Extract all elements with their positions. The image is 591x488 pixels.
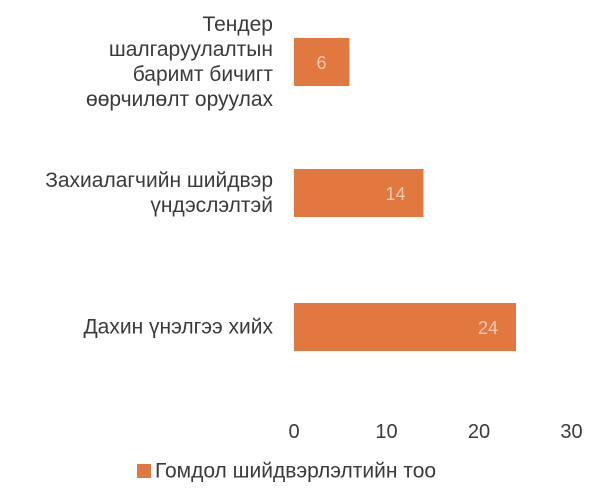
bars: 6 14 24 xyxy=(294,38,516,351)
legend-swatch xyxy=(137,464,151,478)
x-tick-label: 20 xyxy=(468,421,490,443)
bar xyxy=(294,169,424,217)
bar-value-label: 14 xyxy=(385,184,405,204)
category-label: шалгаруулалтын xyxy=(109,38,273,61)
category-label: Дахин үнэлгээ хийх xyxy=(83,316,273,339)
category-label: баримт бичигт xyxy=(133,63,274,86)
category-label: Захиалагчийн шийдвэр xyxy=(45,169,273,192)
x-tick-label: 0 xyxy=(288,421,299,443)
x-tick-label: 10 xyxy=(375,421,397,443)
legend-label: Гомдол шийдвэрлэлтийн тоо xyxy=(155,460,436,483)
x-axis-ticks: 0 10 20 30 xyxy=(288,421,582,443)
bar-value-label: 24 xyxy=(478,318,498,338)
bar xyxy=(294,303,516,351)
x-tick-label: 30 xyxy=(560,421,582,443)
bar xyxy=(294,38,350,86)
category-label: өөрчилөлт оруулах xyxy=(86,88,273,111)
category-label: үндэслэлтэй xyxy=(150,194,273,217)
bar-value-label: 6 xyxy=(316,53,326,73)
legend: Гомдол шийдвэрлэлтийн тоо xyxy=(137,460,436,483)
category-label: Тендер xyxy=(202,13,273,36)
